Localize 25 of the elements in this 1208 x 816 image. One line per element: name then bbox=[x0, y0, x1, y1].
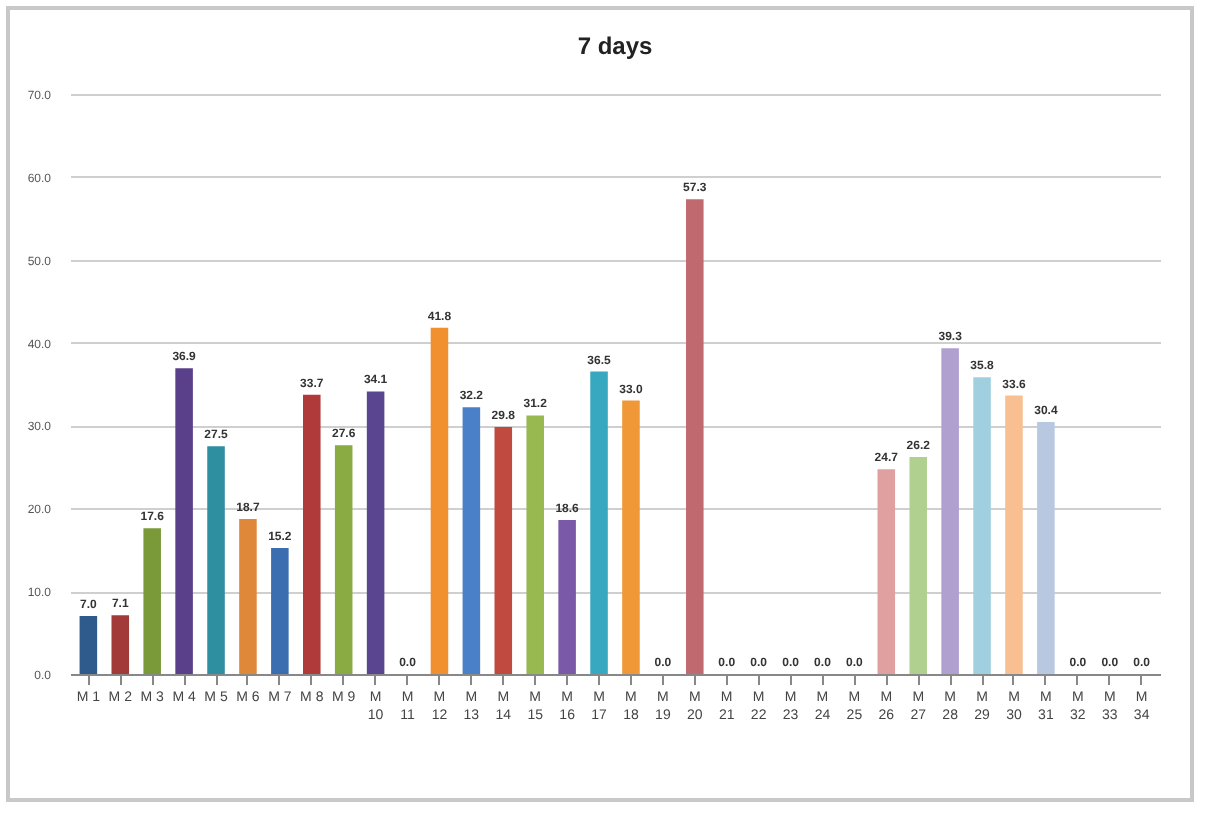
bar bbox=[590, 371, 608, 674]
bar bbox=[271, 548, 289, 674]
bar bbox=[303, 394, 321, 674]
bar bbox=[79, 616, 98, 674]
bar bbox=[430, 327, 449, 674]
bar bbox=[526, 415, 544, 674]
bar bbox=[207, 446, 225, 674]
bar bbox=[941, 348, 959, 674]
bar bbox=[909, 456, 927, 674]
chart-title: 7 days bbox=[577, 32, 654, 60]
bar bbox=[143, 528, 161, 674]
bar bbox=[973, 377, 991, 674]
bar bbox=[877, 469, 896, 674]
bar bbox=[1005, 395, 1023, 674]
bar bbox=[239, 519, 257, 674]
bar bbox=[622, 400, 640, 674]
bar bbox=[494, 427, 513, 674]
bar bbox=[686, 199, 704, 674]
bar bbox=[334, 445, 353, 674]
bar bbox=[175, 368, 193, 674]
bar bbox=[558, 519, 576, 674]
bar bbox=[111, 615, 130, 674]
bar bbox=[366, 391, 385, 674]
bar bbox=[1037, 422, 1055, 674]
bar bbox=[462, 407, 481, 674]
